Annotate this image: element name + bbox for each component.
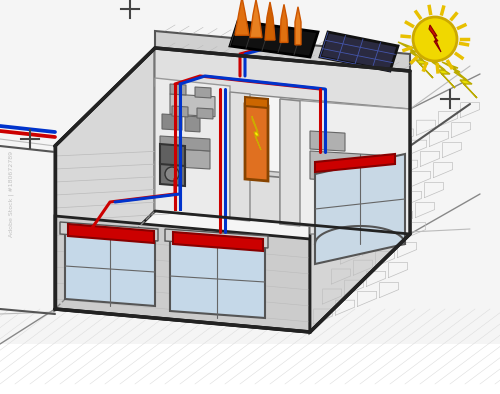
Polygon shape [55, 48, 155, 309]
Polygon shape [230, 92, 250, 221]
Polygon shape [185, 116, 200, 132]
Polygon shape [420, 52, 455, 88]
Polygon shape [310, 131, 345, 151]
Polygon shape [245, 104, 268, 181]
Polygon shape [173, 232, 263, 251]
Polygon shape [310, 151, 380, 183]
Circle shape [165, 167, 179, 181]
Polygon shape [160, 162, 185, 186]
Polygon shape [429, 25, 441, 52]
Polygon shape [295, 7, 301, 45]
Polygon shape [310, 109, 410, 234]
Polygon shape [235, 0, 249, 35]
Polygon shape [0, 0, 500, 344]
Polygon shape [60, 222, 158, 241]
Polygon shape [68, 224, 154, 243]
Polygon shape [398, 42, 433, 78]
Polygon shape [170, 84, 186, 95]
Polygon shape [155, 166, 410, 234]
Polygon shape [165, 229, 268, 248]
Polygon shape [172, 106, 188, 117]
Polygon shape [280, 4, 288, 43]
Polygon shape [160, 148, 210, 169]
Polygon shape [65, 229, 155, 306]
Polygon shape [280, 99, 410, 234]
Polygon shape [155, 161, 410, 234]
Polygon shape [170, 94, 215, 117]
Polygon shape [170, 237, 265, 318]
Polygon shape [245, 97, 268, 108]
Polygon shape [155, 48, 410, 109]
Polygon shape [195, 87, 211, 98]
Polygon shape [162, 114, 182, 130]
Polygon shape [230, 21, 318, 57]
Polygon shape [442, 62, 477, 98]
Polygon shape [265, 2, 275, 40]
Text: Adobe Stock | #180672789: Adobe Stock | #180672789 [8, 151, 14, 237]
Polygon shape [252, 116, 261, 150]
Circle shape [413, 17, 457, 61]
Polygon shape [55, 216, 310, 332]
Polygon shape [160, 144, 185, 166]
Polygon shape [320, 32, 398, 71]
Polygon shape [197, 108, 213, 119]
Polygon shape [160, 136, 210, 151]
Polygon shape [155, 31, 410, 71]
Polygon shape [250, 0, 262, 37]
Polygon shape [315, 154, 395, 172]
Polygon shape [315, 154, 405, 264]
Polygon shape [280, 99, 300, 226]
Polygon shape [155, 78, 230, 219]
Polygon shape [310, 139, 410, 332]
